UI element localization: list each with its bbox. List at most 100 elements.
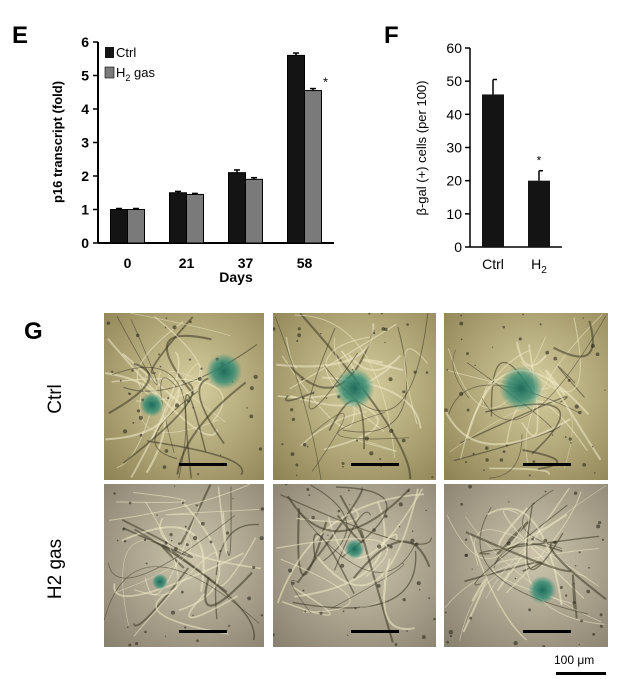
chart-f-bar [482, 94, 504, 247]
speckle [568, 437, 573, 441]
micrograph-background [104, 313, 264, 480]
speckle [369, 451, 374, 456]
speckle [485, 446, 489, 450]
cell-fiber [285, 391, 315, 402]
speckle [373, 331, 376, 335]
speckle [135, 333, 140, 338]
speckle [127, 392, 131, 395]
speckle [580, 619, 583, 623]
speckle [582, 317, 584, 319]
speckle [200, 521, 205, 526]
chart-e-y-tick-label: 2 [81, 168, 89, 184]
beta-gal-stain [499, 366, 544, 411]
micrograph-ctrl-2 [273, 313, 436, 480]
speckle [444, 611, 447, 614]
cell-fiber [285, 336, 298, 369]
speckle [253, 374, 258, 379]
speckle [296, 474, 298, 477]
cell-fiber [122, 539, 174, 626]
speckle [542, 645, 546, 647]
beta-gal-stain [334, 368, 375, 409]
chart-e-significance-star: * [323, 75, 328, 90]
cell-fiber [289, 323, 397, 390]
cell-fiber [114, 531, 192, 594]
speckle [601, 538, 605, 542]
speckle [342, 465, 344, 468]
speckle [122, 429, 128, 434]
cell-fiber [444, 409, 571, 446]
cell-fiber [184, 393, 207, 479]
cell-fiber [121, 526, 205, 592]
speckle [433, 617, 436, 621]
speckle [325, 397, 328, 399]
cell-fiber [446, 514, 527, 560]
chart-e-legend-label-h2: H2 gas [116, 65, 155, 83]
speckle [468, 484, 472, 489]
speckle [398, 502, 403, 507]
chart-e-y-tick-label: 5 [81, 68, 89, 84]
cell-fiber [359, 529, 394, 643]
speckle [460, 502, 464, 506]
beta-gal-stain [206, 353, 242, 390]
speckle [527, 522, 529, 524]
micrograph-image [273, 484, 436, 647]
speckle [381, 313, 384, 315]
speckle [446, 640, 449, 644]
speckle [428, 597, 431, 599]
speckle [522, 313, 524, 316]
speckle [128, 501, 132, 505]
speckle [376, 583, 381, 588]
speckle [290, 408, 294, 412]
chart-e-y-tick-label: 0 [81, 235, 89, 251]
speckle [308, 494, 311, 497]
cell-fiber [130, 351, 180, 479]
speckle [572, 582, 575, 585]
cell-fiber [545, 369, 602, 461]
legend-h: H [116, 65, 125, 80]
speckle [290, 452, 295, 457]
speckle [111, 370, 114, 373]
speckle [337, 509, 341, 513]
cell-fiber [462, 578, 487, 633]
speckle [144, 630, 147, 634]
micrograph-scale-bar [523, 630, 571, 633]
speckle [347, 512, 349, 515]
cell-fiber [108, 362, 151, 415]
cell-fiber [133, 552, 218, 637]
speckle [372, 528, 376, 532]
speckle [528, 474, 531, 477]
cell-fiber [116, 371, 161, 469]
chart-e-y-tick-label: 1 [81, 202, 89, 218]
speckle [164, 635, 167, 637]
speckle [398, 525, 401, 528]
speckle [145, 562, 148, 565]
cell-fiber [204, 571, 253, 607]
speckle [185, 543, 189, 547]
speckle [469, 616, 473, 620]
speckle [499, 458, 504, 462]
speckle [368, 313, 371, 315]
beta-gal-stain [140, 392, 164, 417]
speckle [402, 597, 406, 602]
cell-fiber [215, 537, 257, 587]
speckle [304, 610, 307, 613]
speckle [164, 449, 169, 453]
speckle [247, 596, 251, 601]
speckle [127, 626, 129, 629]
speckle [464, 553, 469, 557]
speckle [377, 544, 382, 549]
cell-fiber [159, 517, 262, 570]
speckle [491, 346, 494, 348]
cell-fiber [352, 540, 431, 579]
cell-fiber [214, 523, 259, 620]
micrograph-ctrl-3 [444, 313, 608, 480]
speckle [389, 428, 394, 434]
speckle [164, 541, 168, 545]
speckle [389, 545, 393, 549]
speckle [354, 607, 357, 610]
beta-gal-stain [344, 539, 365, 560]
speckle [159, 365, 162, 368]
cell-fiber [168, 371, 226, 423]
speckle [295, 463, 299, 467]
cell-fiber [479, 507, 588, 615]
